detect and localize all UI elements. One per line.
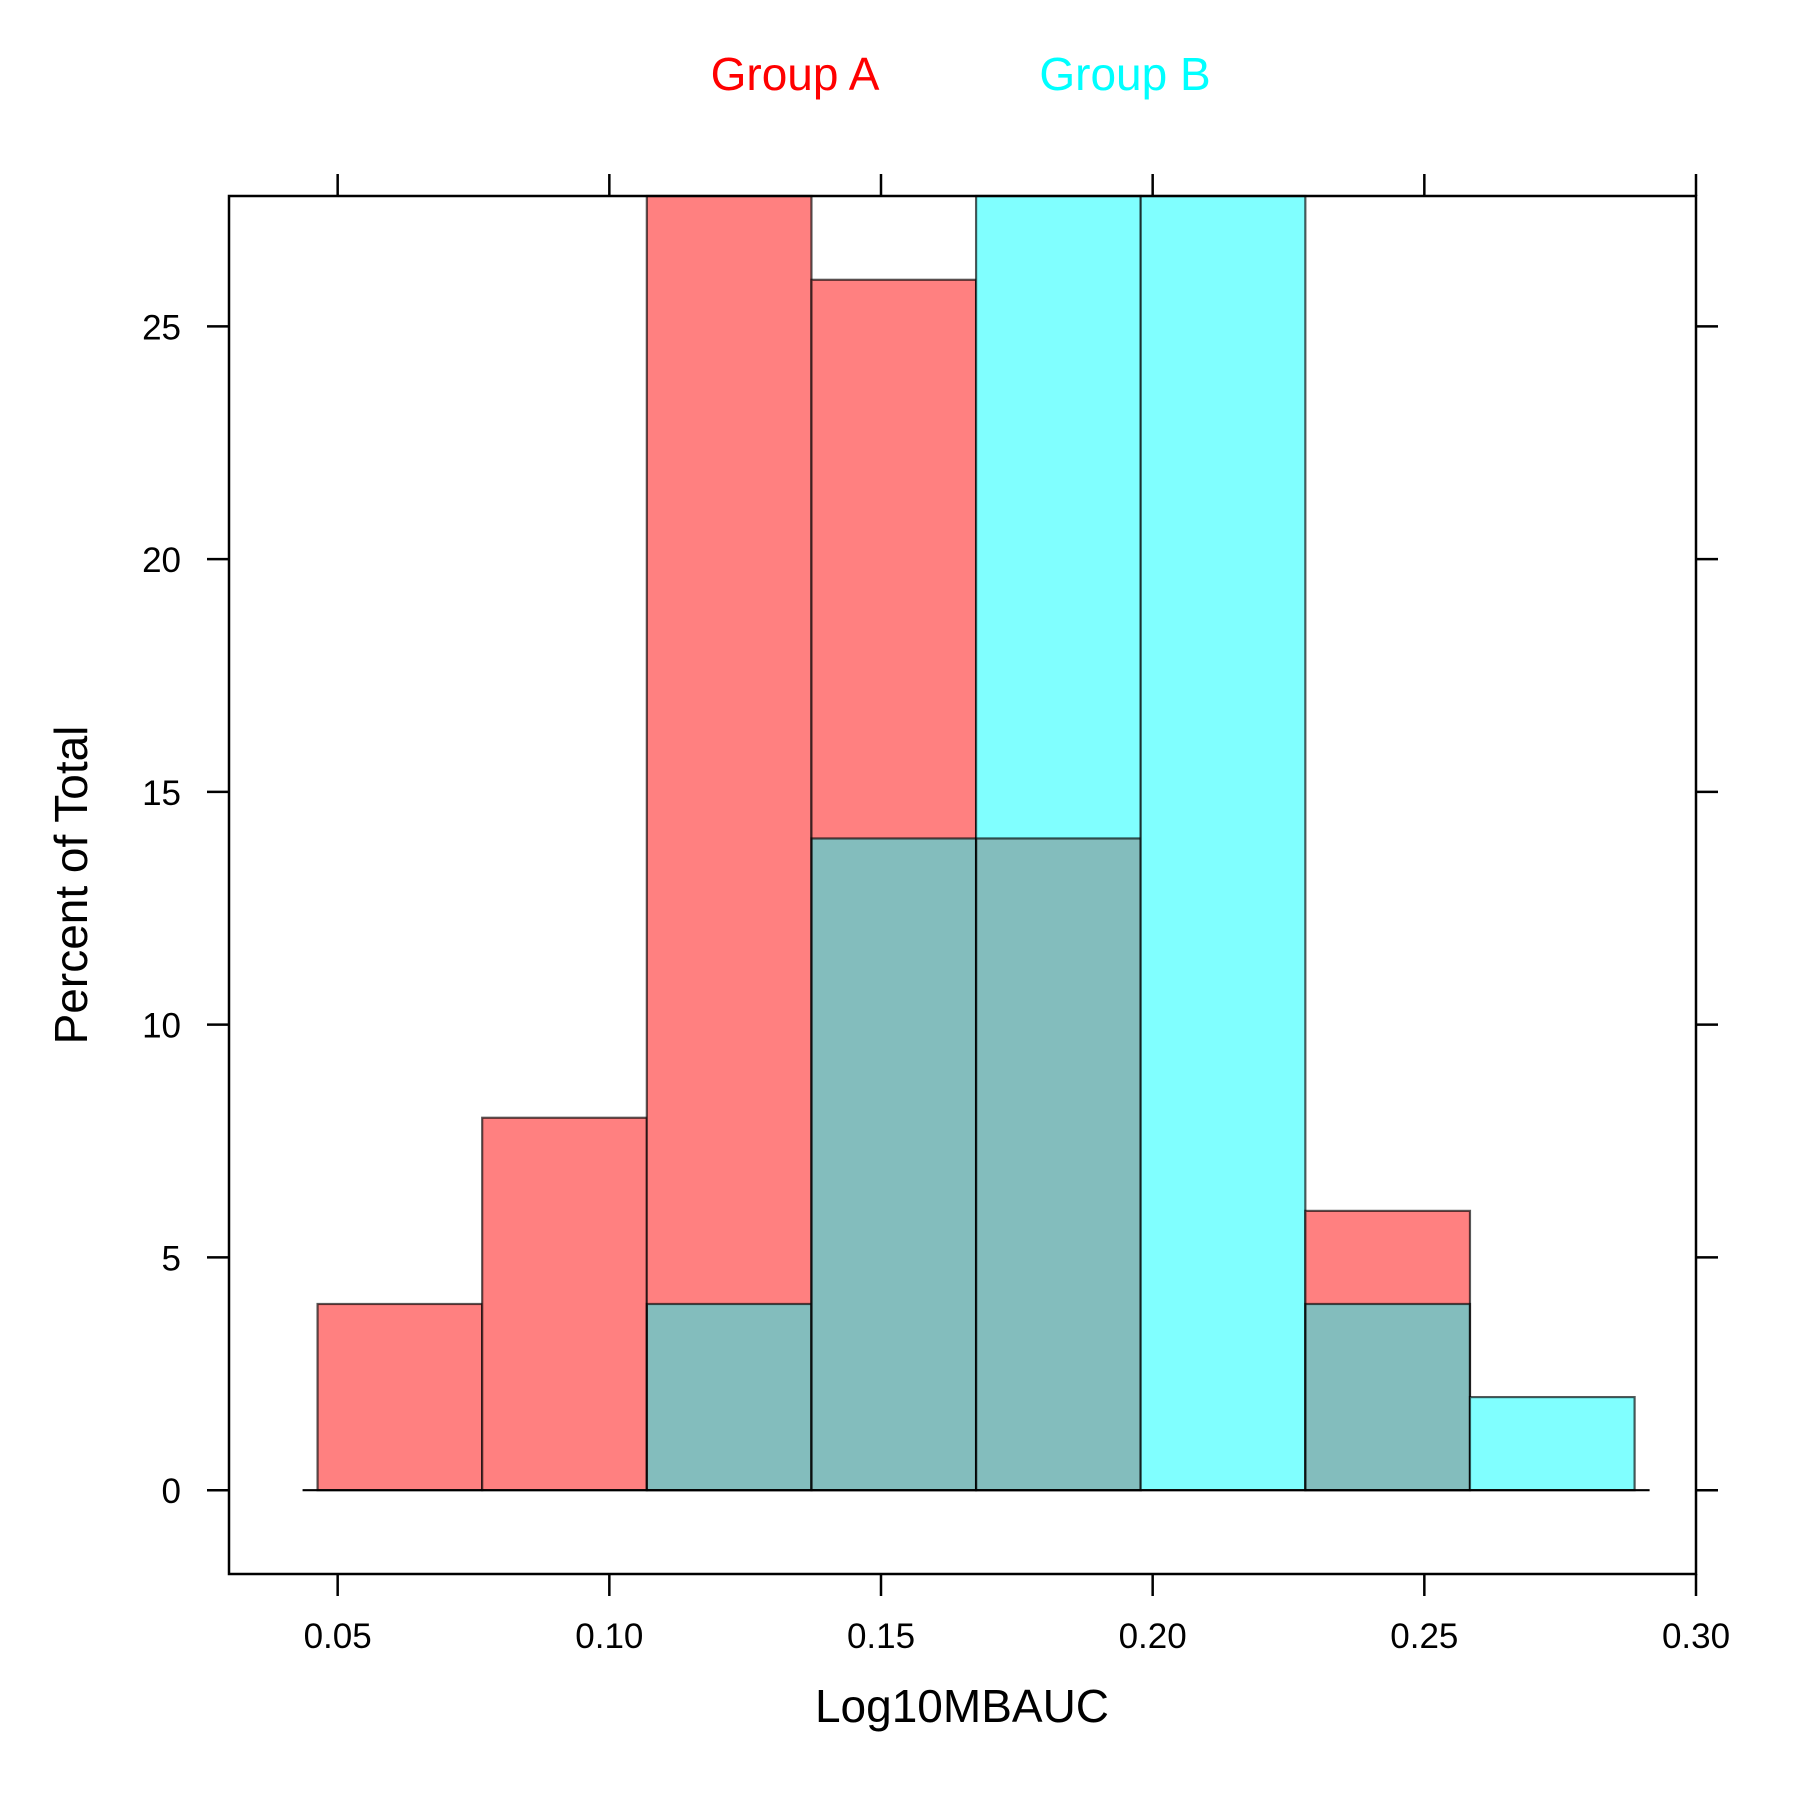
bar-group-b-bin-7 — [1469, 1397, 1635, 1491]
y-tick-label: 10 — [142, 1007, 181, 1046]
bar-overlap-bin-2 — [646, 1303, 812, 1491]
y-tick-label: 0 — [162, 1472, 181, 1511]
bar-group-a-bin-2 — [646, 196, 812, 1304]
x-tick-label: 0.30 — [1662, 1617, 1730, 1656]
x-tick-label: 0.10 — [575, 1617, 643, 1656]
bar-group-a-bin-3 — [811, 279, 977, 839]
bar-group-a-bin-6 — [1305, 1210, 1470, 1304]
bar-group-a-bin-0 — [317, 1303, 483, 1491]
x-tick-label: 0.15 — [847, 1617, 915, 1656]
y-tick-label: 5 — [162, 1239, 181, 1278]
x-tick-label: 0.05 — [304, 1617, 372, 1656]
bar-overlap-bin-4 — [976, 838, 1141, 1491]
plot-frame — [227, 194, 1698, 1576]
y-tick-label: 25 — [142, 308, 181, 347]
y-tick-label: 20 — [142, 541, 181, 580]
ticks-layer: 0.05 0.10 0.15 0.20 0.25 0.30 0 5 10 15 20 25 — [142, 174, 1730, 1656]
bars-layer — [316, 194, 1636, 1492]
legend: Group A Group B — [711, 48, 1211, 100]
y-axis-label: Percent of Total — [45, 726, 97, 1045]
x-axis-label: Log10MBAUC — [815, 1680, 1109, 1732]
y-tick-label: 15 — [142, 774, 181, 813]
x-tick-label: 0.25 — [1390, 1617, 1458, 1656]
legend-entry-group-b: Group B — [1039, 48, 1210, 100]
legend-entry-group-a: Group A — [711, 48, 880, 100]
x-tick-label: 0.20 — [1119, 1617, 1187, 1656]
bar-group-a-bin-1 — [482, 1117, 647, 1491]
bar-overlap-bin-6 — [1305, 1303, 1470, 1491]
bar-overlap-bin-3 — [811, 838, 977, 1491]
bar-group-b-bin-5 — [1140, 196, 1306, 1491]
bar-group-b-bin-4 — [976, 196, 1141, 839]
